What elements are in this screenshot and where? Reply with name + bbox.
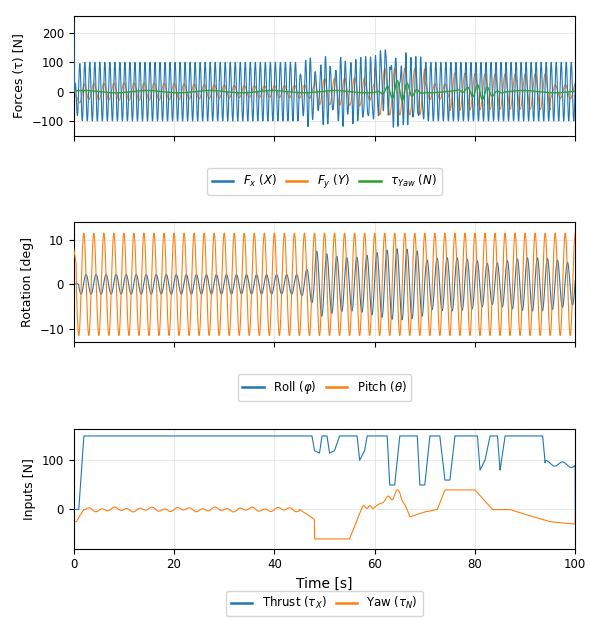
Y-axis label: Rotation [deg]: Rotation [deg]: [21, 237, 34, 327]
Legend: Roll $(φ)$, Pitch $(θ)$: Roll $(φ)$, Pitch $(θ)$: [238, 374, 411, 401]
Y-axis label: Inputs [N]: Inputs [N]: [23, 458, 36, 520]
Y-axis label: Forces (τ) [N]: Forces (τ) [N]: [14, 33, 27, 118]
X-axis label: Time [s]: Time [s]: [296, 577, 353, 591]
Legend: Thrust $(τ_X)$, Yaw $(τ_N)$: Thrust $(τ_X)$, Yaw $(τ_N)$: [227, 591, 422, 616]
Legend: $F_x$ $(X)$, $F_y$ $(Y)$, $\tau_{Yaw}$ $(N)$: $F_x$ $(X)$, $F_y$ $(Y)$, $\tau_{Yaw}$ $…: [207, 168, 442, 195]
